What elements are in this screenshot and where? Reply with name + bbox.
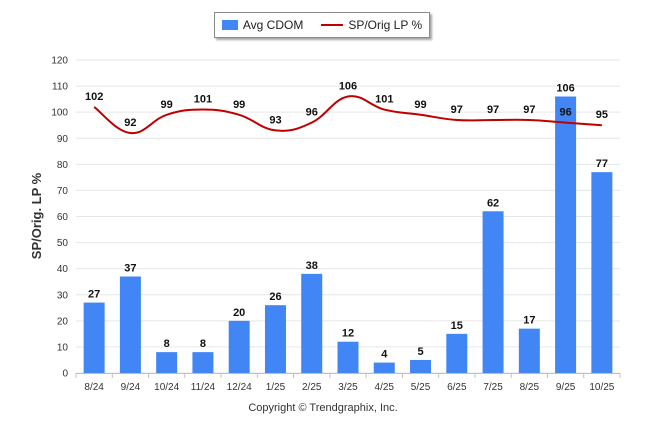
y-tick-label: 60 xyxy=(57,212,69,223)
line-data-label: 97 xyxy=(523,104,535,116)
bar-data-label: 8 xyxy=(200,338,206,350)
line-data-label: 101 xyxy=(194,94,212,106)
line-data-label: 106 xyxy=(339,81,357,93)
bar-1/25 xyxy=(264,305,286,373)
line-data-label: 97 xyxy=(487,104,499,116)
sp-orig-lp-line xyxy=(93,95,602,135)
x-tick-label: 3/25 xyxy=(338,382,358,393)
bar-10/25 xyxy=(591,172,613,373)
data-labels: 27 37 8 8 20 26 38 12 4 5 15 62 17 106 77 102 92 99 101 99 9… xyxy=(85,81,608,361)
bar-data-label: 8 xyxy=(164,338,170,350)
legend-swatch-bar xyxy=(221,20,238,30)
line-data-label: 99 xyxy=(414,99,426,111)
bar-data-label: 12 xyxy=(342,328,354,340)
y-tick-label: 10 xyxy=(57,342,69,353)
bar-4/25 xyxy=(373,362,395,373)
y-tick-label: 40 xyxy=(57,264,69,275)
bar-2/25 xyxy=(301,273,323,373)
bar-5/25 xyxy=(410,359,432,373)
y-tick-label: 70 xyxy=(57,186,69,197)
y-tick-label: 90 xyxy=(57,134,69,145)
line-data-label: 95 xyxy=(596,109,608,121)
x-tick-label: 7/25 xyxy=(483,382,503,393)
x-tick-label: 8/24 xyxy=(84,382,104,393)
line-data-label: 99 xyxy=(233,99,245,111)
bar-data-label: 5 xyxy=(417,346,423,358)
x-tick-label: 8/25 xyxy=(520,382,540,393)
bar-data-label: 17 xyxy=(523,315,535,327)
bar-data-label: 37 xyxy=(124,262,136,274)
line-data-label: 99 xyxy=(161,99,173,111)
bar-data-label: 26 xyxy=(269,291,281,303)
bar-3/25 xyxy=(337,341,359,373)
line-data-label: 92 xyxy=(124,117,136,129)
line-data-label: 101 xyxy=(375,94,393,106)
line-data-label: 97 xyxy=(451,104,463,116)
x-tick-label: 9/25 xyxy=(556,382,576,393)
x-tick-label: 10/24 xyxy=(154,382,179,393)
x-tick-label: 4/25 xyxy=(375,382,395,393)
bar-11/24 xyxy=(192,352,214,373)
x-tick-label: 6/25 xyxy=(447,382,467,393)
y-tick-label: 110 xyxy=(52,82,68,93)
bar-data-label: 106 xyxy=(556,83,574,95)
line-data-label: 96 xyxy=(306,107,318,119)
x-tick-label: 10/25 xyxy=(589,382,614,393)
x-tick-label: 12/24 xyxy=(227,382,252,393)
axes: 0 10 20 30 40 50 60 70 80 90 100 110 120 8/24 9/24 10/2… xyxy=(51,56,621,393)
bar-data-label: 38 xyxy=(306,260,318,272)
bar-7/25 xyxy=(482,211,504,373)
bar-8/24 xyxy=(83,302,105,373)
y-axis-title: SP/Orig. LP % xyxy=(29,172,44,259)
legend-label: Avg CDOM xyxy=(242,18,304,32)
bar-data-label: 77 xyxy=(596,158,608,170)
line-data-label: 93 xyxy=(269,114,281,126)
bar-series xyxy=(83,96,613,374)
x-tick-label: 9/24 xyxy=(121,382,141,393)
y-tick-label: 100 xyxy=(51,108,68,119)
copyright-text: Copyright © Trendgraphix, Inc. xyxy=(248,402,398,414)
legend-item-avg-cdom[interactable]: Avg CDOM xyxy=(221,18,304,32)
bar-12/24 xyxy=(228,320,250,373)
chart-legend: Avg CDOM SP/Orig LP % xyxy=(214,12,430,38)
y-tick-label: 120 xyxy=(51,56,68,67)
bar-data-label: 15 xyxy=(451,320,463,332)
x-tick-label: 2/25 xyxy=(302,382,322,393)
x-tick-label: 11/24 xyxy=(191,382,216,393)
legend-item-sp-orig-lp[interactable]: SP/Orig LP % xyxy=(321,18,422,32)
bar-6/25 xyxy=(446,333,468,373)
bar-data-label: 20 xyxy=(233,307,245,319)
line-data-label: 96 xyxy=(559,107,571,119)
bar-data-label: 4 xyxy=(381,349,388,361)
bar-10/24 xyxy=(156,352,178,373)
line-series xyxy=(93,95,602,135)
x-tick-label: 5/25 xyxy=(411,382,431,393)
bar-data-label: 62 xyxy=(487,197,499,209)
bar-data-label: 27 xyxy=(88,289,100,301)
y-tick-label: 80 xyxy=(57,160,69,171)
gridlines xyxy=(76,59,620,374)
legend-swatch-line xyxy=(321,24,344,26)
line-data-label: 102 xyxy=(85,91,103,103)
bar-9/25 xyxy=(555,96,577,374)
x-tick-label: 1/25 xyxy=(266,382,286,393)
y-tick-label: 0 xyxy=(62,369,68,380)
bar-8/25 xyxy=(518,328,540,373)
y-tick-label: 20 xyxy=(57,316,69,327)
legend-label: SP/Orig LP % xyxy=(348,18,423,32)
bar-9/24 xyxy=(119,276,141,373)
y-tick-label: 30 xyxy=(57,290,69,301)
y-tick-label: 50 xyxy=(57,238,69,249)
